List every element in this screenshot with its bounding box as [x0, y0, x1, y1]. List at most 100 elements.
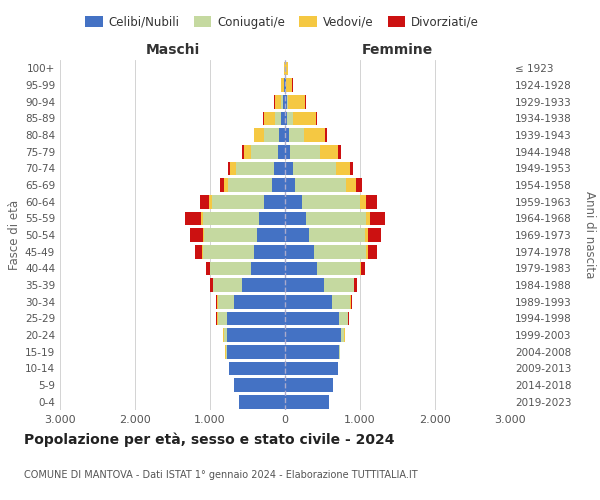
Bar [361, 262, 365, 275]
Bar [210, 262, 251, 275]
Bar [285, 212, 306, 225]
Bar [227, 312, 285, 325]
Bar [286, 78, 292, 92]
Bar [254, 245, 285, 258]
Bar [320, 145, 337, 158]
Bar [349, 162, 353, 175]
Bar [281, 95, 283, 108]
Bar [285, 362, 337, 375]
Bar [264, 128, 279, 142]
Bar [355, 278, 356, 292]
Bar [251, 262, 285, 275]
Bar [341, 328, 344, 342]
Bar [367, 228, 381, 242]
Bar [366, 195, 377, 208]
Bar [325, 128, 327, 142]
Bar [337, 145, 341, 158]
Bar [285, 328, 341, 342]
Bar [285, 378, 333, 392]
Bar [306, 212, 366, 225]
Bar [218, 295, 234, 308]
Bar [257, 228, 285, 242]
Bar [285, 78, 286, 92]
Bar [234, 378, 285, 392]
Bar [355, 178, 361, 192]
Bar [285, 128, 289, 142]
Bar [285, 112, 287, 125]
Text: Popolazione per età, sesso e stato civile - 2024: Popolazione per età, sesso e stato civil… [24, 432, 395, 447]
Text: Maschi: Maschi [145, 42, 200, 56]
Bar [203, 228, 204, 242]
Bar [275, 112, 281, 125]
Bar [254, 128, 264, 142]
Bar [285, 278, 324, 292]
Bar [287, 95, 288, 108]
Bar [285, 162, 293, 175]
Bar [203, 245, 254, 258]
Bar [360, 262, 361, 275]
Bar [194, 245, 202, 258]
Bar [223, 328, 227, 342]
Bar [324, 278, 354, 292]
Bar [281, 78, 284, 92]
Bar [209, 195, 212, 208]
Bar [283, 95, 285, 108]
Bar [227, 345, 285, 358]
Bar [264, 195, 285, 208]
Bar [228, 162, 230, 175]
Bar [287, 112, 293, 125]
Bar [339, 312, 348, 325]
Bar [228, 178, 271, 192]
Bar [285, 195, 302, 208]
Bar [281, 112, 285, 125]
Bar [264, 112, 275, 125]
Bar [216, 295, 217, 308]
Bar [339, 345, 340, 358]
Legend: Celibi/Nubili, Coniugati/e, Vedovi/e, Divorziati/e: Celibi/Nubili, Coniugati/e, Vedovi/e, Di… [80, 11, 484, 34]
Bar [213, 278, 241, 292]
Bar [304, 128, 325, 142]
Bar [271, 178, 285, 192]
Bar [316, 112, 317, 125]
Bar [289, 128, 304, 142]
Bar [366, 212, 370, 225]
Bar [285, 345, 339, 358]
Bar [285, 95, 287, 108]
Bar [302, 195, 360, 208]
Bar [285, 228, 309, 242]
Bar [285, 262, 317, 275]
Bar [230, 162, 236, 175]
Bar [305, 95, 306, 108]
Bar [220, 178, 224, 192]
Y-axis label: Fasce di età: Fasce di età [8, 200, 21, 270]
Text: Femmine: Femmine [362, 42, 433, 56]
Bar [350, 295, 352, 308]
Text: COMUNE DI MANTOVA - Dati ISTAT 1° gennaio 2024 - Elaborazione TUTTITALIA.IT: COMUNE DI MANTOVA - Dati ISTAT 1° gennai… [24, 470, 418, 480]
Bar [242, 145, 244, 158]
Bar [185, 212, 201, 225]
Bar [366, 245, 367, 258]
Bar [317, 262, 360, 275]
Bar [295, 178, 346, 192]
Bar [211, 278, 212, 292]
Bar [336, 162, 349, 175]
Bar [346, 178, 355, 192]
Bar [200, 195, 209, 208]
Bar [218, 312, 227, 325]
Bar [290, 145, 320, 158]
Bar [285, 395, 329, 408]
Bar [285, 145, 290, 158]
Bar [365, 228, 367, 242]
Bar [286, 62, 287, 75]
Bar [274, 162, 285, 175]
Bar [204, 228, 257, 242]
Bar [277, 145, 285, 158]
Bar [239, 395, 285, 408]
Y-axis label: Anni di nascita: Anni di nascita [583, 192, 596, 278]
Bar [226, 345, 227, 358]
Bar [275, 95, 281, 108]
Bar [284, 78, 285, 92]
Bar [236, 162, 274, 175]
Bar [263, 112, 264, 125]
Bar [279, 128, 285, 142]
